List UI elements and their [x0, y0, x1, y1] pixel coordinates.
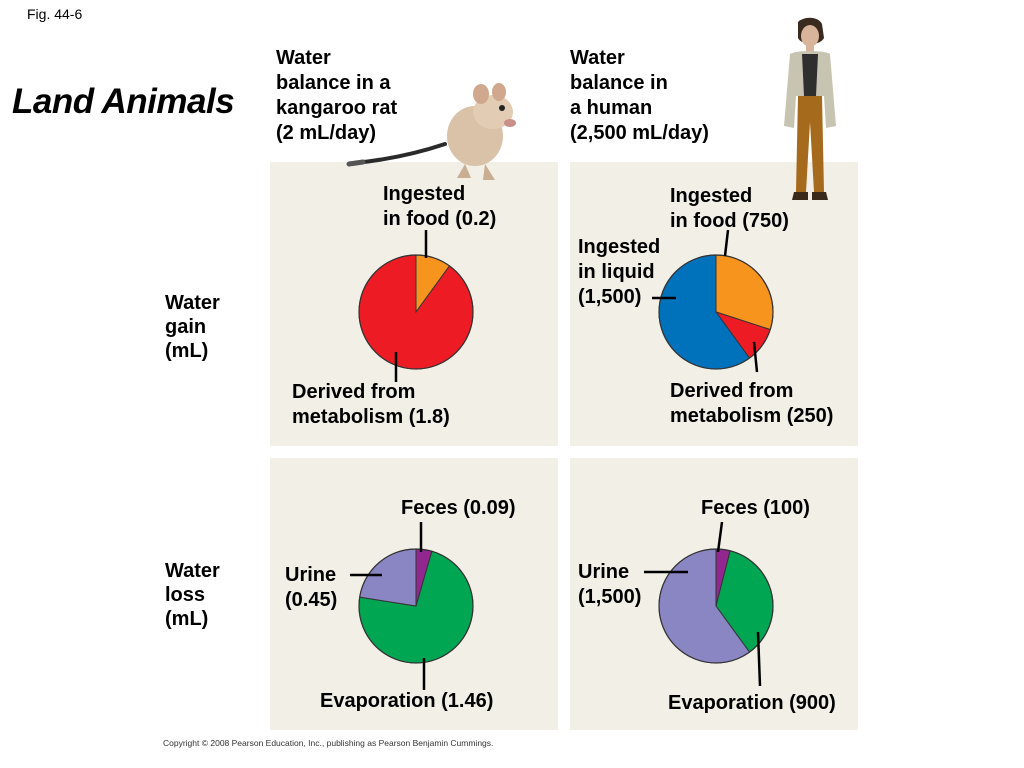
human-illustration — [784, 17, 836, 200]
leader-lines — [350, 229, 762, 690]
page-title: Land Animals — [12, 82, 235, 121]
leader-human-feces — [716, 521, 724, 553]
label-rat-feces: Feces (0.09) — [401, 497, 516, 519]
label-rat-urine: Urine (0.45) — [285, 564, 338, 611]
label-rat-metabolism: Derived from metabolism (1.8) — [292, 381, 450, 428]
label-human-metabolism: Derived from metabolism (250) — [670, 380, 834, 427]
row-header-water-loss: Water loss (mL) — [165, 560, 220, 630]
kangaroo-rat-illustration — [346, 83, 516, 180]
pie-outline-human-loss — [658, 548, 774, 664]
figure-number: Fig. 44-6 — [27, 6, 83, 22]
pie-outline-rat-loss — [358, 548, 474, 664]
label-human-feces: Feces (100) — [701, 497, 810, 519]
column-header-human: Water balance in a human (2,500 mL/day) — [570, 47, 709, 144]
row-header-water-gain: Water gain (mL) — [165, 292, 220, 362]
leader-human-evaporation — [756, 631, 762, 687]
pie-rat-gain — [358, 254, 474, 370]
leader-human-food — [723, 229, 730, 257]
label-rat-food: Ingested in food (0.2) — [383, 183, 497, 230]
label-human-liquid: Ingested in liquid (1,500) — [578, 236, 661, 308]
leader-human-metabolism — [752, 341, 759, 373]
pie-rat-loss — [358, 548, 474, 664]
pie-outline-rat-gain — [358, 254, 474, 370]
label-human-urine: Urine (1,500) — [578, 561, 642, 608]
pie-outline-human-gain — [658, 254, 774, 370]
label-human-evaporation: Evaporation (900) — [668, 692, 836, 714]
column-header-kangaroo-rat: Water balance in a kangaroo rat (2 mL/da… — [276, 47, 398, 144]
copyright-notice: Copyright © 2008 Pearson Education, Inc.… — [163, 738, 494, 748]
label-human-food: Ingested in food (750) — [670, 185, 789, 232]
label-rat-evaporation: Evaporation (1.46) — [320, 690, 494, 712]
pie-human-loss — [658, 548, 774, 664]
pie-slice-rat-loss-2 — [359, 548, 417, 607]
